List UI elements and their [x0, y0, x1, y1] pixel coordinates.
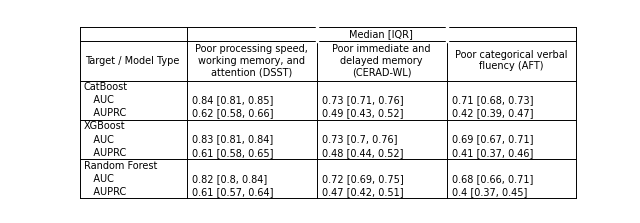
- Text: 0.72 [0.69, 0.75]: 0.72 [0.69, 0.75]: [321, 174, 403, 184]
- Text: CatBoost: CatBoost: [84, 82, 128, 92]
- Text: 0.61 [0.58, 0.65]: 0.61 [0.58, 0.65]: [191, 148, 273, 158]
- Text: 0.41 [0.37, 0.46]: 0.41 [0.37, 0.46]: [451, 148, 533, 158]
- Text: AUC: AUC: [84, 174, 114, 184]
- Text: Target / Model Type: Target / Model Type: [85, 56, 179, 66]
- Text: 0.71 [0.68, 0.73]: 0.71 [0.68, 0.73]: [451, 95, 533, 105]
- Text: Poor processing speed,
working memory, and
attention (DSST): Poor processing speed, working memory, a…: [195, 44, 308, 77]
- Text: 0.61 [0.57, 0.64]: 0.61 [0.57, 0.64]: [191, 187, 273, 197]
- Text: 0.62 [0.58, 0.66]: 0.62 [0.58, 0.66]: [191, 108, 273, 118]
- Text: Random Forest: Random Forest: [84, 161, 157, 171]
- Text: 0.83 [0.81, 0.84]: 0.83 [0.81, 0.84]: [191, 134, 273, 145]
- Text: 0.73 [0.7, 0.76]: 0.73 [0.7, 0.76]: [321, 134, 397, 145]
- Text: AUPRC: AUPRC: [84, 187, 126, 197]
- Text: 0.68 [0.66, 0.71]: 0.68 [0.66, 0.71]: [451, 174, 533, 184]
- Text: AUPRC: AUPRC: [84, 108, 126, 118]
- Text: 0.42 [0.39, 0.47]: 0.42 [0.39, 0.47]: [451, 108, 533, 118]
- Text: 0.69 [0.67, 0.71]: 0.69 [0.67, 0.71]: [451, 134, 533, 145]
- Text: Median [IQR]: Median [IQR]: [349, 29, 413, 39]
- Text: Poor immediate and
delayed memory
(CERAD-WL): Poor immediate and delayed memory (CERAD…: [332, 44, 431, 77]
- Text: 0.4 [0.37, 0.45]: 0.4 [0.37, 0.45]: [451, 187, 527, 197]
- Text: 0.48 [0.44, 0.52]: 0.48 [0.44, 0.52]: [321, 148, 403, 158]
- Text: 0.82 [0.8, 0.84]: 0.82 [0.8, 0.84]: [191, 174, 267, 184]
- Text: 0.49 [0.43, 0.52]: 0.49 [0.43, 0.52]: [321, 108, 403, 118]
- Text: 0.73 [0.71, 0.76]: 0.73 [0.71, 0.76]: [321, 95, 403, 105]
- Text: AUC: AUC: [84, 95, 114, 105]
- Text: AUPRC: AUPRC: [84, 148, 126, 158]
- Text: XGBoost: XGBoost: [84, 122, 125, 132]
- Text: 0.47 [0.42, 0.51]: 0.47 [0.42, 0.51]: [321, 187, 403, 197]
- Text: Poor categorical verbal
fluency (AFT): Poor categorical verbal fluency (AFT): [455, 50, 568, 71]
- Text: AUC: AUC: [84, 134, 114, 145]
- Text: 0.84 [0.81, 0.85]: 0.84 [0.81, 0.85]: [191, 95, 273, 105]
